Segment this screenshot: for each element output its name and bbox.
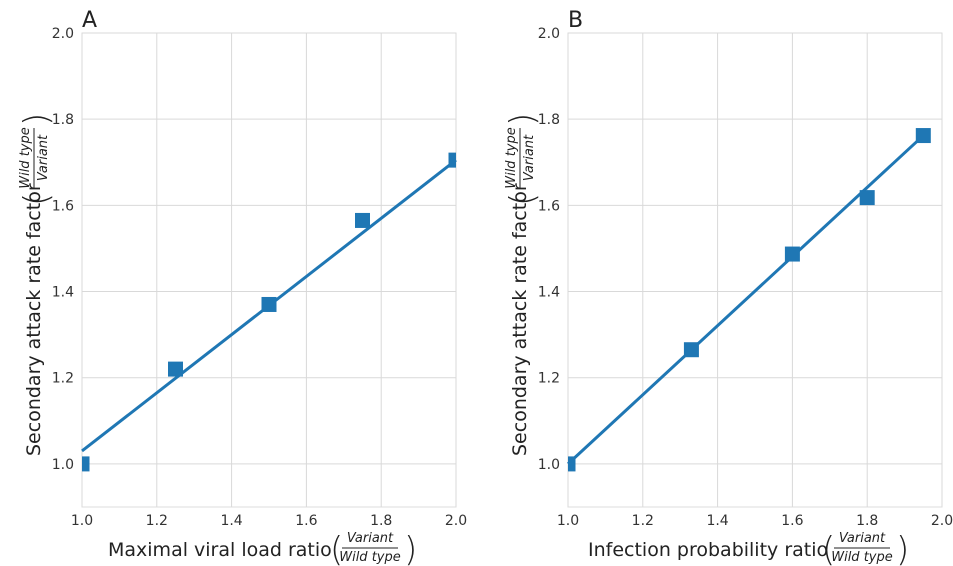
y-tick-label: 1.0 bbox=[538, 457, 560, 473]
x-paren-close-b: ) bbox=[896, 530, 909, 566]
data-points-a bbox=[82, 152, 456, 472]
y-paren-open-a: ( bbox=[17, 193, 57, 206]
x-frac-numerator-a: Variant bbox=[347, 531, 394, 546]
y-tick-labels-b: 1.0 1.2 1.4 1.6 1.8 2.0 bbox=[538, 26, 560, 473]
data-point-marker bbox=[784, 246, 800, 262]
x-frac-denominator-b: Wild type bbox=[831, 550, 893, 565]
y-axis-title-a: Secondary attack rate factor bbox=[23, 183, 45, 456]
x-paren-open-b: ( bbox=[822, 530, 835, 566]
y-tick-label: 1.6 bbox=[538, 198, 560, 214]
y-tick-label: 1.4 bbox=[538, 285, 560, 301]
x-tick-label: 1.6 bbox=[781, 513, 803, 529]
y-paren-open-b: ( bbox=[503, 193, 543, 206]
x-axis-label-b: Infection probability ratio ( Variant Wi… bbox=[588, 530, 909, 566]
y-frac-denominator-a: Variant bbox=[36, 134, 51, 181]
x-tick-label: 1.4 bbox=[220, 513, 242, 529]
y-paren-close-a: ) bbox=[17, 113, 57, 126]
panel-label-b: B bbox=[568, 8, 583, 33]
y-paren-close-b: ) bbox=[503, 113, 543, 126]
y-tick-label: 1.0 bbox=[52, 457, 74, 473]
x-tick-label: 1.6 bbox=[295, 513, 317, 529]
y-frac-denominator-b: Variant bbox=[522, 134, 537, 181]
x-tick-label: 1.2 bbox=[632, 513, 654, 529]
data-point-marker bbox=[261, 296, 277, 312]
panel-a: 1.01.21.41.61.82.0 1.0 1.2 1.4 1.6 1.8 2.0 A … bbox=[17, 8, 467, 566]
x-axis-title-b: Infection probability ratio bbox=[588, 539, 828, 561]
x-axis-label-a: Maximal viral load ratio ( Variant Wild … bbox=[108, 530, 417, 566]
y-tick-label: 1.2 bbox=[538, 371, 560, 387]
y-axis-label-b: Secondary attack rate factor ( Wild type… bbox=[503, 113, 543, 456]
series-line-b bbox=[566, 134, 925, 466]
data-point-marker bbox=[82, 456, 90, 472]
plot-area-a bbox=[81, 32, 457, 508]
data-point-marker bbox=[448, 152, 456, 168]
data-point-marker bbox=[168, 361, 183, 377]
x-tick-label: 2.0 bbox=[445, 513, 467, 529]
plot-area-b bbox=[567, 32, 943, 508]
y-tick-label: 1.8 bbox=[52, 112, 74, 128]
data-points-b bbox=[568, 128, 931, 472]
x-tick-label: 1.8 bbox=[856, 513, 878, 529]
x-tick-label: 2.0 bbox=[931, 513, 953, 529]
data-point-marker bbox=[568, 456, 576, 472]
y-tick-label: 1.6 bbox=[52, 198, 74, 214]
panel-label-a: A bbox=[82, 8, 97, 33]
y-tick-labels-a: 1.0 1.2 1.4 1.6 1.8 2.0 bbox=[52, 26, 74, 473]
x-frac-numerator-b: Variant bbox=[839, 531, 886, 546]
x-axis-title-a: Maximal viral load ratio bbox=[108, 539, 332, 561]
data-point-marker bbox=[915, 128, 931, 144]
y-frac-numerator-a: Wild type bbox=[18, 127, 33, 189]
x-tick-labels-a: 1.0 1.2 1.4 1.6 1.8 2.0 bbox=[71, 513, 467, 529]
y-tick-label: 1.4 bbox=[52, 285, 74, 301]
panel-b: 1.01.21.41.61.82.0 1.0 1.2 1.4 1.6 1.8 2.0 B … bbox=[503, 8, 953, 566]
y-tick-label: 2.0 bbox=[52, 26, 74, 42]
x-frac-denominator-a: Wild type bbox=[339, 550, 401, 565]
y-frac-numerator-b: Wild type bbox=[504, 127, 519, 189]
y-tick-label: 2.0 bbox=[538, 26, 560, 42]
data-point-marker bbox=[859, 190, 875, 206]
y-tick-label: 1.8 bbox=[538, 112, 560, 128]
x-tick-label: 1.0 bbox=[71, 513, 93, 529]
x-tick-labels-b: 1.0 1.2 1.4 1.6 1.8 2.0 bbox=[557, 513, 953, 529]
data-point-marker bbox=[683, 342, 699, 358]
gridlines-b bbox=[567, 32, 943, 507]
data-point-marker bbox=[355, 212, 370, 228]
x-tick-label: 1.8 bbox=[370, 513, 392, 529]
x-tick-label: 1.0 bbox=[557, 513, 579, 529]
y-axis-label-a: Secondary attack rate factor ( Wild type… bbox=[17, 113, 57, 456]
y-axis-title-b: Secondary attack rate factor bbox=[509, 183, 531, 456]
x-tick-label: 1.2 bbox=[146, 513, 168, 529]
x-paren-close-a: ) bbox=[404, 530, 417, 566]
y-tick-label: 1.2 bbox=[52, 371, 74, 387]
gridlines-a bbox=[81, 32, 457, 507]
x-paren-open-a: ( bbox=[330, 530, 343, 566]
x-tick-label: 1.4 bbox=[706, 513, 728, 529]
